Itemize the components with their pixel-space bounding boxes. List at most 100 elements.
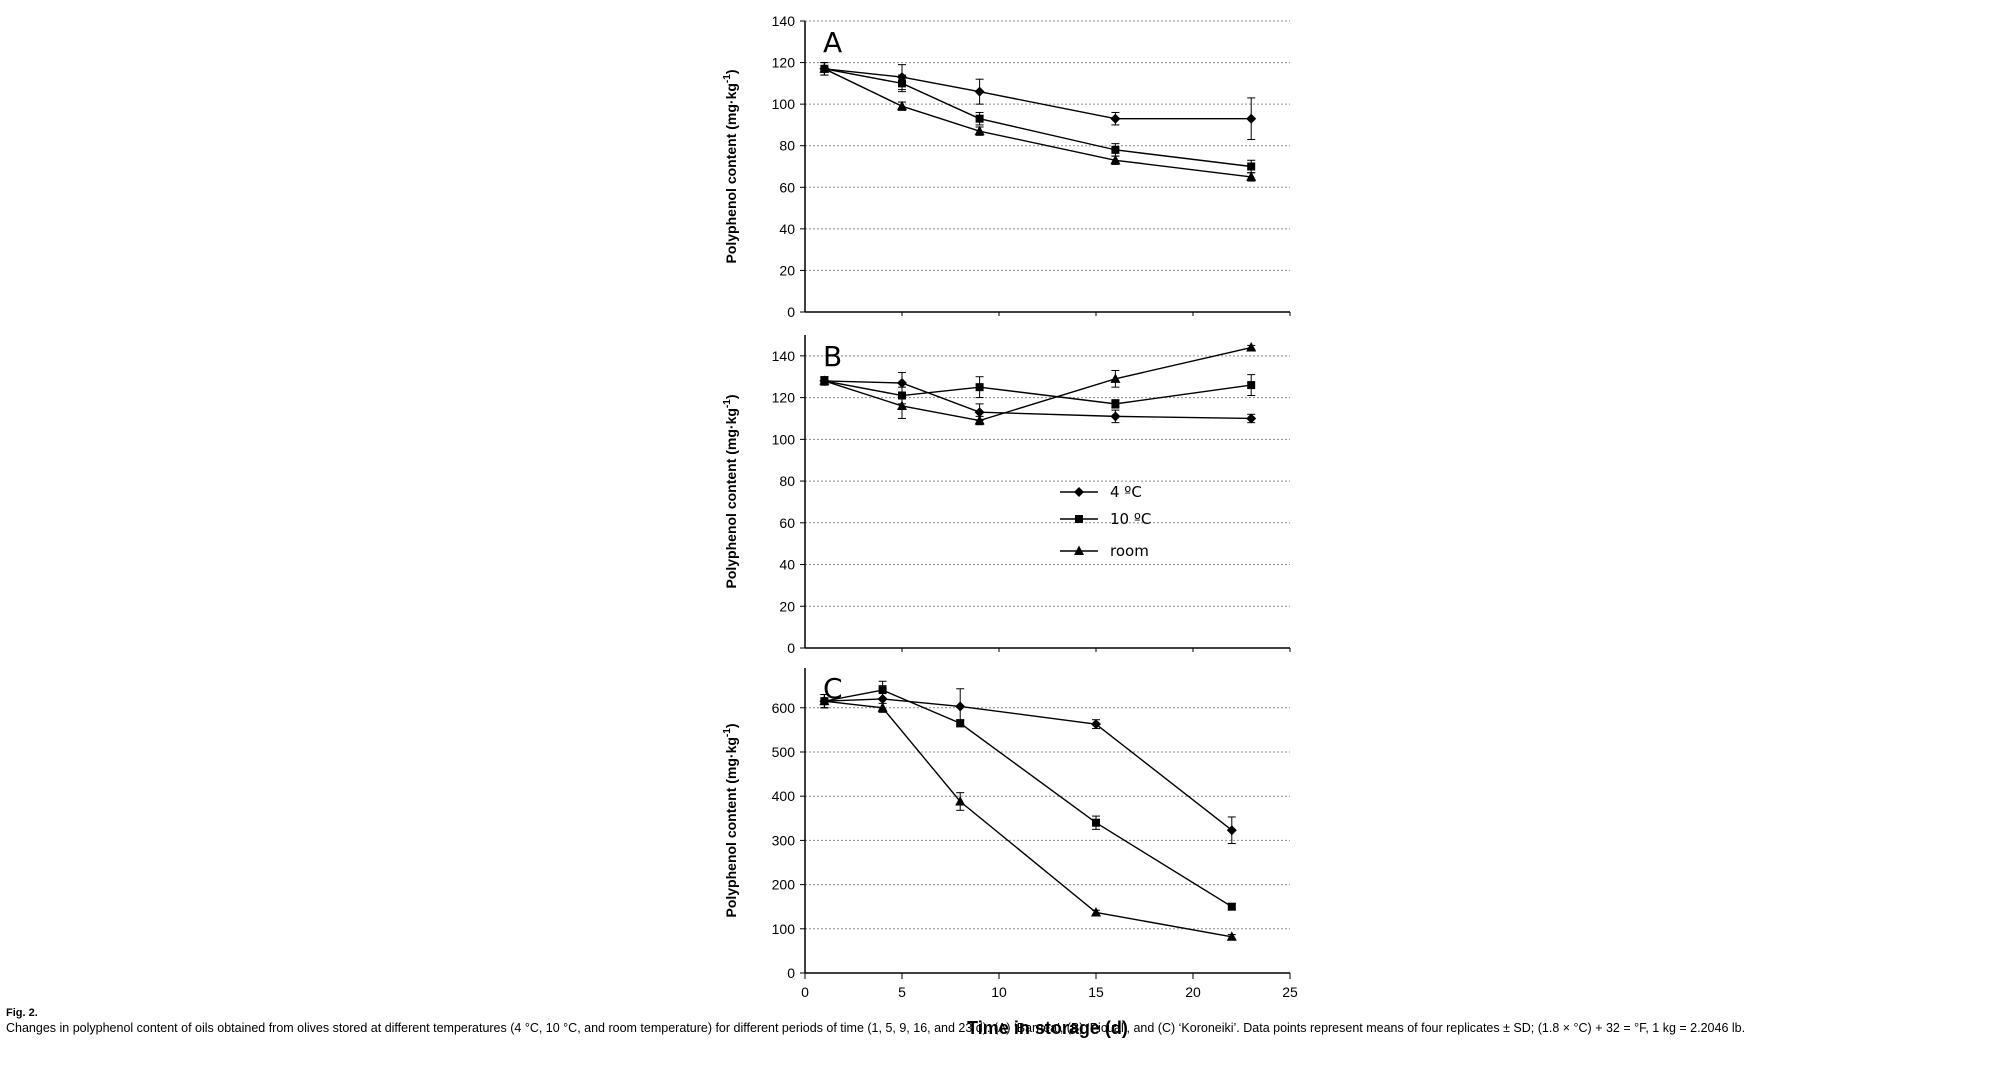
data-point-triangle (877, 702, 888, 712)
legend-item: 10 ºC (1060, 510, 1151, 528)
data-point-square (878, 686, 887, 695)
data-point-diamond (974, 86, 985, 97)
data-point-square (1247, 162, 1256, 171)
y-tick-label: 40 (779, 221, 795, 237)
data-point-diamond (1246, 113, 1257, 124)
x-tick-label: 15 (1088, 984, 1104, 1000)
y-tick-label: 400 (772, 788, 796, 804)
panel-letter-a: A (823, 26, 842, 59)
legend: 4 ºC 10 ºC room (1060, 483, 1151, 560)
y-tick-label: 120 (772, 55, 796, 71)
chart-panel-c: 0 100 200 300 400 500 600 0 5 10 15 20 25 C Polyphenol… (722, 668, 1298, 1038)
series-line (824, 68, 1252, 120)
chart-panel-a: 0 20 40 60 80 100 120 140 A Polyphenol content (m… (722, 13, 1291, 320)
data-point-diamond (897, 377, 907, 388)
data-point-diamond (955, 701, 966, 712)
panel-letter-c: C (823, 672, 843, 705)
y-tick-label: 0 (787, 965, 795, 981)
y-tick-label: 80 (779, 138, 795, 154)
series-square (820, 680, 1236, 911)
data-point-triangle (819, 375, 830, 385)
x-tick-label: 10 (991, 984, 1007, 1000)
y-tick-label: 20 (779, 262, 795, 278)
legend-marker-square (1075, 515, 1083, 523)
x-tick-label: 0 (801, 984, 809, 1000)
legend-marker-triangle (1074, 545, 1084, 555)
y-tick-label: 500 (772, 744, 796, 760)
data-point-triangle (974, 125, 985, 136)
y-tick-label: 20 (779, 598, 795, 614)
data-point-square (1227, 902, 1236, 911)
data-point-triangle (819, 63, 830, 73)
y-tick-label: 140 (772, 348, 796, 364)
x-axis-label: Time in storage (d) (967, 1018, 1128, 1038)
y-axis-label: Polyphenol content (mg·kg-1) (722, 723, 739, 917)
y-tick-label: 100 (772, 431, 796, 447)
series-triangle (819, 62, 1257, 182)
data-point-diamond (1110, 411, 1121, 422)
legend-marker-diamond (1074, 487, 1084, 497)
data-point-triangle (1110, 154, 1121, 165)
y-tick-label: 600 (772, 700, 796, 716)
data-point-triangle (819, 695, 830, 706)
y-tick-label: 60 (779, 515, 795, 531)
data-point-triangle (1246, 171, 1257, 181)
y-tick-label: 140 (772, 13, 796, 29)
data-point-triangle (1246, 342, 1257, 352)
series-line (824, 68, 1252, 178)
series-triangle (819, 342, 1257, 426)
series-triangle (819, 694, 1237, 941)
data-point-triangle (1226, 931, 1237, 941)
data-point-triangle (897, 100, 907, 111)
y-tick-label: 300 (772, 832, 796, 848)
y-tick-label: 0 (787, 304, 795, 320)
y-tick-label: 0 (787, 640, 795, 656)
series-square (820, 62, 1256, 174)
figure-label: Fig. 2. (6, 1007, 38, 1019)
data-point-diamond (974, 407, 985, 418)
data-point-diamond (1091, 719, 1101, 730)
data-point-triangle (897, 400, 907, 410)
data-point-square (975, 383, 984, 392)
series-line (824, 698, 1233, 831)
x-tick-label: 25 (1282, 984, 1298, 1000)
data-point-triangle (955, 795, 966, 806)
series-line (824, 380, 1252, 405)
legend-item: 4 ºC (1060, 483, 1142, 501)
y-axis-label: Polyphenol content (mg·kg-1) (722, 394, 739, 588)
data-point-square (1247, 381, 1256, 390)
data-point-diamond (1226, 825, 1237, 836)
data-point-square (975, 114, 984, 123)
y-tick-label: 40 (779, 557, 795, 573)
x-tick-label: 5 (898, 984, 906, 1000)
data-point-square (1111, 145, 1120, 154)
series-line (824, 689, 1233, 908)
legend-label: room (1110, 542, 1149, 560)
figure-caption: Changes in polyphenol content of oils ob… (6, 1021, 1746, 1035)
x-tick-label: 20 (1185, 984, 1201, 1000)
y-tick-label: 100 (772, 921, 796, 937)
panel-letter-b: B (823, 340, 842, 373)
y-tick-label: 120 (772, 390, 796, 406)
y-tick-label: 100 (772, 96, 796, 112)
series-line (824, 380, 1252, 420)
legend-label: 10 ºC (1110, 510, 1151, 528)
series-line (824, 68, 1252, 168)
y-tick-label: 60 (779, 179, 795, 195)
data-point-square (956, 719, 965, 728)
data-point-diamond (1246, 413, 1257, 424)
series-line (824, 346, 1252, 422)
y-tick-label: 200 (772, 877, 796, 893)
data-point-triangle (1091, 906, 1101, 917)
data-point-triangle (974, 415, 985, 425)
legend-item: room (1060, 542, 1149, 560)
legend-label: 4 ºC (1110, 483, 1142, 501)
data-point-square (898, 79, 906, 88)
chart-panel-b: 0 20 40 60 80 100 120 140 B Polyphenol content (m… (722, 335, 1291, 656)
data-point-diamond (1110, 113, 1121, 124)
data-point-square (1111, 399, 1120, 408)
series-diamond (819, 62, 1257, 140)
y-tick-label: 80 (779, 473, 795, 489)
y-axis-label: Polyphenol content (mg·kg-1) (722, 69, 739, 263)
